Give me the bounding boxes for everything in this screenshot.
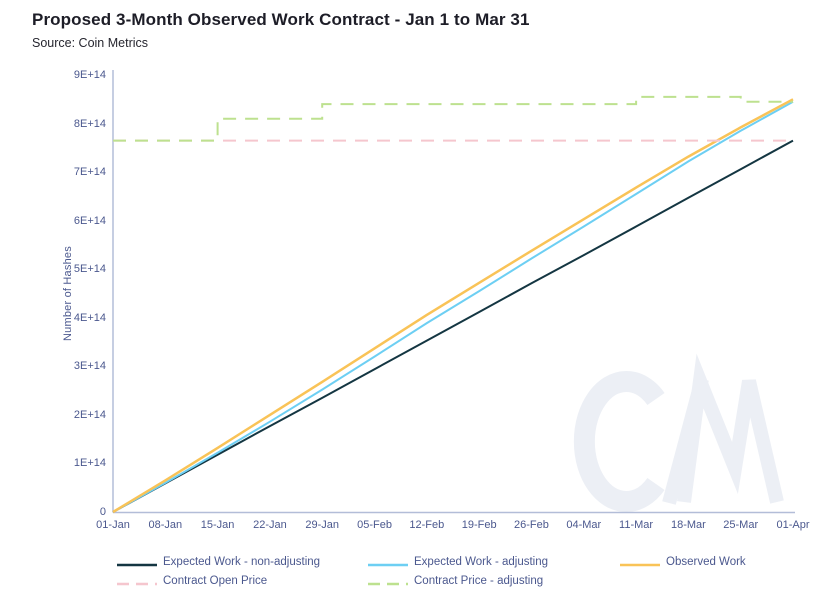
y-tick-label: 0 <box>99 506 106 518</box>
x-tick-label: 01-Apr <box>776 519 810 531</box>
x-tick-label: 01-Jan <box>96 519 130 531</box>
y-tick-label: 6E+14 <box>73 214 106 227</box>
legend-item-expected-work-non-adjusting: Expected Work - non-adjusting <box>117 554 368 570</box>
legend-label: Contract Price - adjusting <box>414 575 544 587</box>
legend-label: Contract Open Price <box>163 575 268 587</box>
legend-label: Expected Work - non-adjusting <box>163 556 321 568</box>
page-title: Proposed 3-Month Observed Work Contract … <box>32 10 530 29</box>
y-tick-label: 2E+14 <box>73 408 106 421</box>
y-tick-label: 5E+14 <box>73 263 106 276</box>
x-tick-label: 19-Feb <box>461 519 497 531</box>
x-tick-label: 08-Jan <box>148 519 183 531</box>
legend-swatch-observed-work <box>620 559 660 567</box>
legend: Expected Work - non-adjusting Expected W… <box>117 554 820 589</box>
series-line-expected-work-adjusting <box>112 100 794 513</box>
x-tick-label: 29-Jan <box>305 519 340 531</box>
series-line-expected-work-non-adjusting <box>112 139 794 513</box>
y-tick-label: 8E+14 <box>73 117 106 130</box>
y-tick-label: 9E+14 <box>73 69 106 81</box>
source-label: Source: Coin Metrics <box>32 36 149 50</box>
series-line-contract-price-adjusting <box>113 95 793 142</box>
x-tick-label: 04-Mar <box>566 519 602 531</box>
series-line-observed-work <box>112 98 794 514</box>
legend-label: Observed Work <box>666 556 746 568</box>
series-layer <box>112 95 794 514</box>
x-tick-label: 11-Mar <box>619 519 654 531</box>
x-tick-label: 26-Feb <box>514 519 549 531</box>
x-tick-label: 25-Mar <box>723 519 759 531</box>
y-tick-label: 1E+14 <box>73 457 106 470</box>
legend-swatch-contract-price-adjusting <box>368 578 408 586</box>
x-tick-label: 05-Feb <box>357 519 392 531</box>
y-tick-label: 4E+14 <box>73 311 106 324</box>
legend-swatch-expected-work-adjusting <box>368 559 408 567</box>
x-tick-label: 12-Feb <box>409 519 445 531</box>
legend-item-contract-price-adjusting: Contract Price - adjusting <box>368 573 620 589</box>
legend-swatch-contract-open-price <box>117 578 157 586</box>
legend-swatch-expected-work-non-adjusting <box>117 559 157 567</box>
x-tick-label: 18-Mar <box>670 519 706 531</box>
legend-item-contract-open-price: Contract Open Price <box>117 573 368 589</box>
y-axis-title: Number of Hashes <box>62 246 74 342</box>
coinmetrics-watermark-icon <box>573 353 784 512</box>
legend-item-expected-work-adjusting: Expected Work - adjusting <box>368 554 620 570</box>
y-tick-label: 3E+14 <box>73 360 106 373</box>
x-tick-label: 15-Jan <box>200 519 235 531</box>
x-tick-label: 22-Jan <box>253 519 287 531</box>
legend-label: Expected Work - adjusting <box>414 556 549 568</box>
y-tick-label: 7E+14 <box>73 166 106 179</box>
legend-item-observed-work: Observed Work <box>620 554 820 570</box>
